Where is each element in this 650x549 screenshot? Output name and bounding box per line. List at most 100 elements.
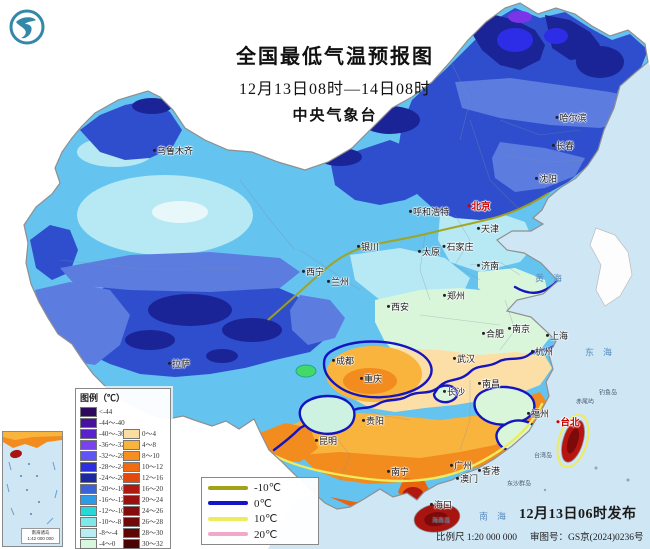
legend-warm-column: 0～4 4～8 8～10 10～12 12～16 16～20 20～24 24～26 26～28… [123,428,163,549]
legend-item: -24～-20 [80,472,125,483]
temperature-legend: 图例（℃） <-44 -44～-40 -40～-36 -36～-32 -32～-28 -2… [75,388,171,549]
city-label: 济南 [477,259,499,272]
legend-swatch [80,417,97,428]
legend-label: -8～-4 [99,528,118,537]
city-label: 南宁 [387,465,409,478]
city-label: 呼和浩特 [409,205,449,218]
legend-swatch [80,505,97,516]
legend-swatch [123,538,140,549]
legend-item: -32～-28 [80,450,125,461]
south-china-sea-inset: 南海诸岛 1:42 000 000 [2,431,63,547]
city-label: 福州 [527,407,549,420]
island-label: 赤尾屿 [575,399,595,406]
isotherm-legend-item: -10℃ [208,481,312,495]
legend-swatch [80,461,97,472]
legend-item: 20～24 [123,494,163,505]
city-label: 沈阳 [535,172,557,185]
city-label: 广州 [450,459,472,472]
isotherm-legend-item: 10℃ [208,512,312,526]
legend-swatch [80,406,97,417]
legend-swatch [123,483,140,494]
city-label: 哈尔滨 [555,111,586,124]
hainan-island [413,503,461,533]
legend-item: 4～8 [123,439,163,450]
legend-swatch [80,483,97,494]
legend-label: 0～4 [142,429,156,438]
legend-item: -20～-16 [80,483,125,494]
legend-label: 30～32 [142,539,163,548]
isotherm-line-label: 20℃ [254,528,278,541]
city-label: 昆明 [315,434,337,447]
legend-label: 8～10 [142,451,160,460]
legend-label: -40～-36 [99,429,125,438]
legend-item: -16～-12 [80,494,125,505]
city-label: 上海 [546,329,568,342]
legend-swatch [80,450,97,461]
legend-label: 20～24 [142,495,163,504]
legend-swatch [80,428,97,439]
legend-swatch [80,472,97,483]
legend-swatch [80,494,97,505]
city-label: 郑州 [443,289,465,302]
sea-label: 黄海 [534,273,572,284]
map-title-block: 全国最低气温预报图 12月13日08时—14日08时 中央气象台 [185,40,485,125]
city-label: 乌鲁木齐 [153,144,193,157]
legend-item: 0～4 [123,428,163,439]
city-label: 南昌 [478,377,500,390]
inset-caption: 南海诸岛 1:42 000 000 [21,528,60,544]
city-label: 长春 [552,139,574,152]
legend-item: -36～-32 [80,439,125,450]
legend-item: <-44 [80,406,125,417]
legend-item: 16～20 [123,483,163,494]
legend-swatch [80,516,97,527]
legend-swatch [123,439,140,450]
legend-label: 24～26 [142,506,163,515]
ten-isotherm-line [266,402,544,483]
legend-item: -44～-40 [80,417,125,428]
legend-label: 4～8 [142,440,156,449]
legend-label: <-44 [99,407,113,416]
legend-swatch [123,461,140,472]
legend-label: -36～-32 [99,440,125,449]
city-label: 杭州 [531,345,553,358]
legend-label: -10～-8 [99,517,122,526]
city-label: 天津 [477,222,499,235]
publish-time: 12月13日06时发布 [519,507,637,522]
city-label: 西安 [387,300,409,313]
island-label: 东沙群岛 [506,481,532,488]
map-meta-row: 比例尺 1:20 000 000 审图号：GS京(2024)0236号 [436,529,644,543]
inset-scale: 1:42 000 000 [27,536,54,541]
legend-swatch [80,527,97,538]
legend-label: 28～30 [142,528,163,537]
isotherm-line-swatch [208,485,248,490]
city-label: 兰州 [327,275,349,288]
isotherm-line-swatch [208,516,248,521]
legend-item: 8～10 [123,450,163,461]
legend-label: -16～-12 [99,495,125,504]
city-label: 拉萨 [168,357,190,370]
legend-label: -20～-16 [99,484,125,493]
legend-swatch [80,439,97,450]
isotherm-line-swatch [208,532,248,537]
isotherm-legend-item: 0℃ [208,496,312,510]
isotherm-line-label: -10℃ [254,482,282,495]
legend-item: 30～32 [123,538,163,549]
city-label: 石家庄 [442,240,473,253]
city-label: 西宁 [302,265,324,278]
legend-swatch [80,538,97,549]
city-label: 成都 [332,354,354,367]
legend-label: -28～-24 [99,462,125,471]
legend-item: -4～0 [80,538,125,549]
island-label: 海南岛 [431,518,451,525]
legend-item: -28～-24 [80,461,125,472]
inset-name: 南海诸岛 [31,530,50,535]
isotherm-line-swatch [208,501,248,506]
isotherm-line-legend: -10℃ 0℃ 10℃ 20℃ [201,477,319,545]
legend-label: 10～12 [142,462,163,471]
legend-item: 10～12 [123,461,163,472]
legend-label: 16～20 [142,484,163,493]
legend-swatch [123,494,140,505]
city-label: 长沙 [443,385,465,398]
